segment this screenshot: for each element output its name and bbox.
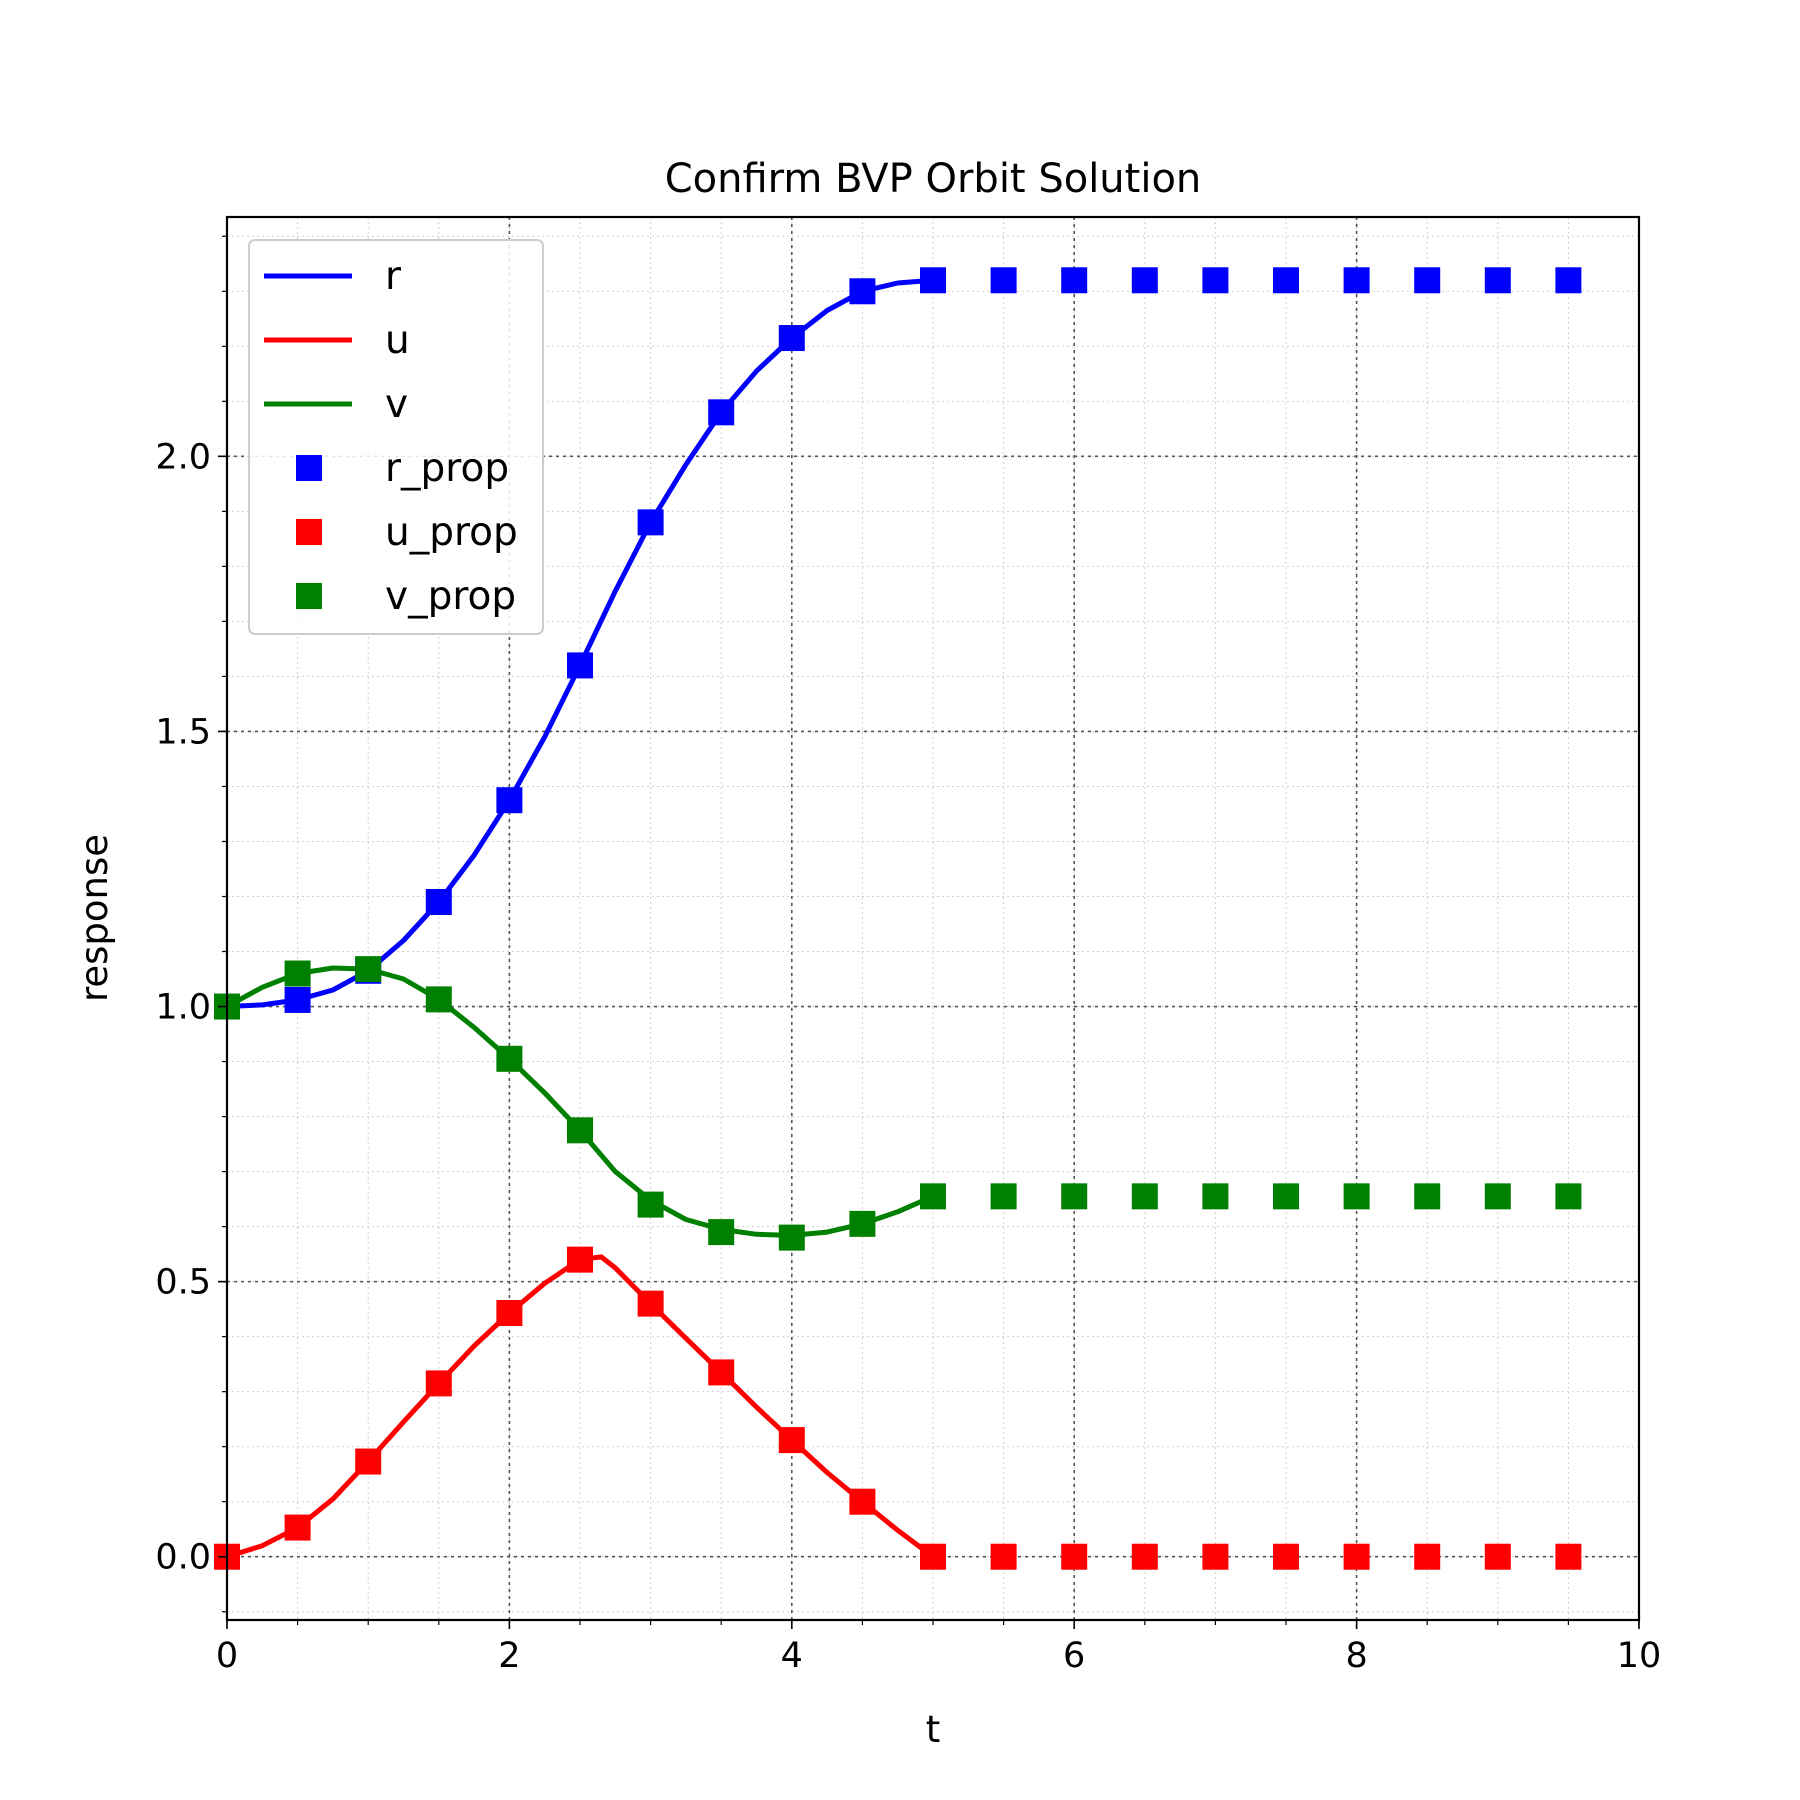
marker-r_prop [849, 278, 876, 305]
marker-r_prop [425, 888, 452, 915]
marker-r_prop [567, 652, 593, 679]
x-tick-label: 8 [1345, 1636, 1367, 1676]
axis-ticks: 0 2 4 6 8 10 0.0 0.5 1.0 1.5 2.0 [155, 235, 1662, 1676]
marker-v_prop [708, 1219, 735, 1246]
marker-u_prop [284, 1514, 311, 1541]
marker-u_prop [990, 1543, 1017, 1570]
legend-swatch-r_prop [296, 455, 322, 481]
marker-v_prop [496, 1045, 523, 1072]
x-tick-label: 10 [1617, 1636, 1662, 1676]
series-markers [214, 267, 1582, 1570]
marker-v_prop [567, 1117, 593, 1144]
marker-u_prop [849, 1488, 876, 1515]
legend: ruv r_prop u_prop v_prop [248, 239, 544, 635]
legend-swatch-v_prop [296, 583, 322, 609]
marker-u_prop [425, 1370, 452, 1397]
marker-r_prop [1273, 267, 1299, 294]
y-tick-label: 2.0 [155, 437, 211, 477]
marker-v_prop [355, 956, 382, 983]
legend-label-v: v [385, 382, 408, 427]
marker-r_prop [1555, 267, 1582, 294]
marker-u_prop [1555, 1543, 1582, 1570]
marker-u_prop [567, 1246, 593, 1273]
chart-title: Confirm BVP Orbit Solution [665, 156, 1202, 202]
marker-v_prop [1343, 1183, 1370, 1210]
marker-u_prop [1343, 1543, 1370, 1570]
marker-r_prop [284, 986, 311, 1013]
y-tick-label: 0.0 [155, 1538, 211, 1578]
marker-v_prop [637, 1191, 664, 1218]
marker-u_prop [496, 1299, 523, 1326]
y-tick-label: 1.0 [155, 988, 211, 1028]
x-tick-label: 2 [498, 1636, 520, 1676]
x-axis-label: t [926, 1708, 941, 1751]
marker-u_prop [1202, 1543, 1229, 1570]
marker-v_prop [920, 1183, 946, 1210]
marker-r_prop [1061, 267, 1088, 294]
marker-r_prop [708, 399, 735, 426]
legend-swatch-u_prop [296, 519, 322, 545]
y-tick-label: 1.5 [155, 712, 211, 752]
marker-u_prop [1131, 1543, 1158, 1570]
marker-v_prop [1273, 1183, 1299, 1210]
marker-r_prop [1484, 267, 1511, 294]
legend-label-u: u [385, 318, 410, 363]
marker-r_prop [1131, 267, 1158, 294]
y-tick-label: 0.5 [155, 1263, 211, 1303]
legend-label-v_prop: v_prop [385, 574, 516, 619]
grid [226, 217, 1640, 1620]
marker-u_prop [1061, 1543, 1088, 1570]
marker-r_prop [920, 267, 946, 294]
marker-u_prop [920, 1543, 946, 1570]
marker-u_prop [355, 1448, 382, 1475]
marker-v_prop [1061, 1183, 1088, 1210]
marker-r_prop [990, 267, 1017, 294]
legend-label-r_prop: r_prop [385, 446, 509, 491]
legend-label-u_prop: u_prop [385, 510, 518, 555]
marker-v_prop [284, 960, 311, 987]
marker-v_prop [1555, 1183, 1582, 1210]
marker-u_prop [637, 1290, 664, 1317]
marker-u_prop [1484, 1543, 1511, 1570]
marker-r_prop [1414, 267, 1441, 294]
x-tick-label: 4 [781, 1636, 803, 1676]
legend-label-r: r [385, 254, 402, 299]
marker-r_prop [1343, 267, 1370, 294]
y-axis-label: response [73, 834, 116, 1002]
marker-v_prop [1131, 1183, 1158, 1210]
marker-v_prop [990, 1183, 1017, 1210]
marker-u_prop [708, 1359, 735, 1386]
marker-r_prop [496, 787, 523, 814]
marker-u_prop [1273, 1543, 1299, 1570]
marker-v_prop [425, 986, 452, 1013]
marker-v_prop [1414, 1183, 1441, 1210]
marker-v_prop [1484, 1183, 1511, 1210]
x-tick-label: 0 [216, 1636, 238, 1676]
marker-v_prop [778, 1224, 805, 1251]
marker-v_prop [849, 1210, 876, 1237]
marker-v_prop [1202, 1183, 1229, 1210]
marker-u_prop [1414, 1543, 1441, 1570]
marker-r_prop [1202, 267, 1229, 294]
marker-r_prop [637, 509, 664, 536]
marker-r_prop [778, 325, 805, 352]
x-tick-label: 6 [1063, 1636, 1085, 1676]
marker-u_prop [778, 1427, 805, 1454]
